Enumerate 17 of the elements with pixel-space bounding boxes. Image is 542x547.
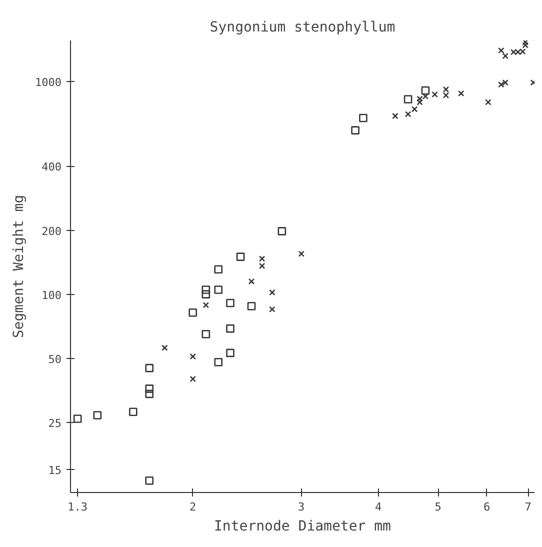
y-tick-label: 1000 bbox=[35, 76, 62, 90]
x-tick-label: 3 bbox=[298, 500, 305, 514]
x-tick-label: 4 bbox=[375, 500, 382, 514]
x-tick-label: 1.3 bbox=[68, 500, 88, 514]
x-axis-title: Internode Diameter mm bbox=[214, 518, 392, 534]
y-tick-label: 200 bbox=[42, 224, 62, 238]
y-tick-label: 400 bbox=[42, 160, 62, 174]
y-tick-label: 100 bbox=[42, 288, 62, 302]
x-tick-label: 6 bbox=[484, 500, 490, 514]
x-tick-label: 7 bbox=[524, 500, 532, 514]
y-tick-label: 25 bbox=[48, 416, 62, 430]
y-tick-label: 50 bbox=[48, 352, 62, 366]
y-tick-label: 15 bbox=[48, 464, 62, 478]
y-axis-title: Segment Weight mg bbox=[11, 194, 28, 338]
x-tick-label: 2 bbox=[190, 500, 196, 514]
chart-title: Syngonium stenophyllum bbox=[210, 20, 396, 36]
x-tick-label: 5 bbox=[434, 500, 442, 514]
